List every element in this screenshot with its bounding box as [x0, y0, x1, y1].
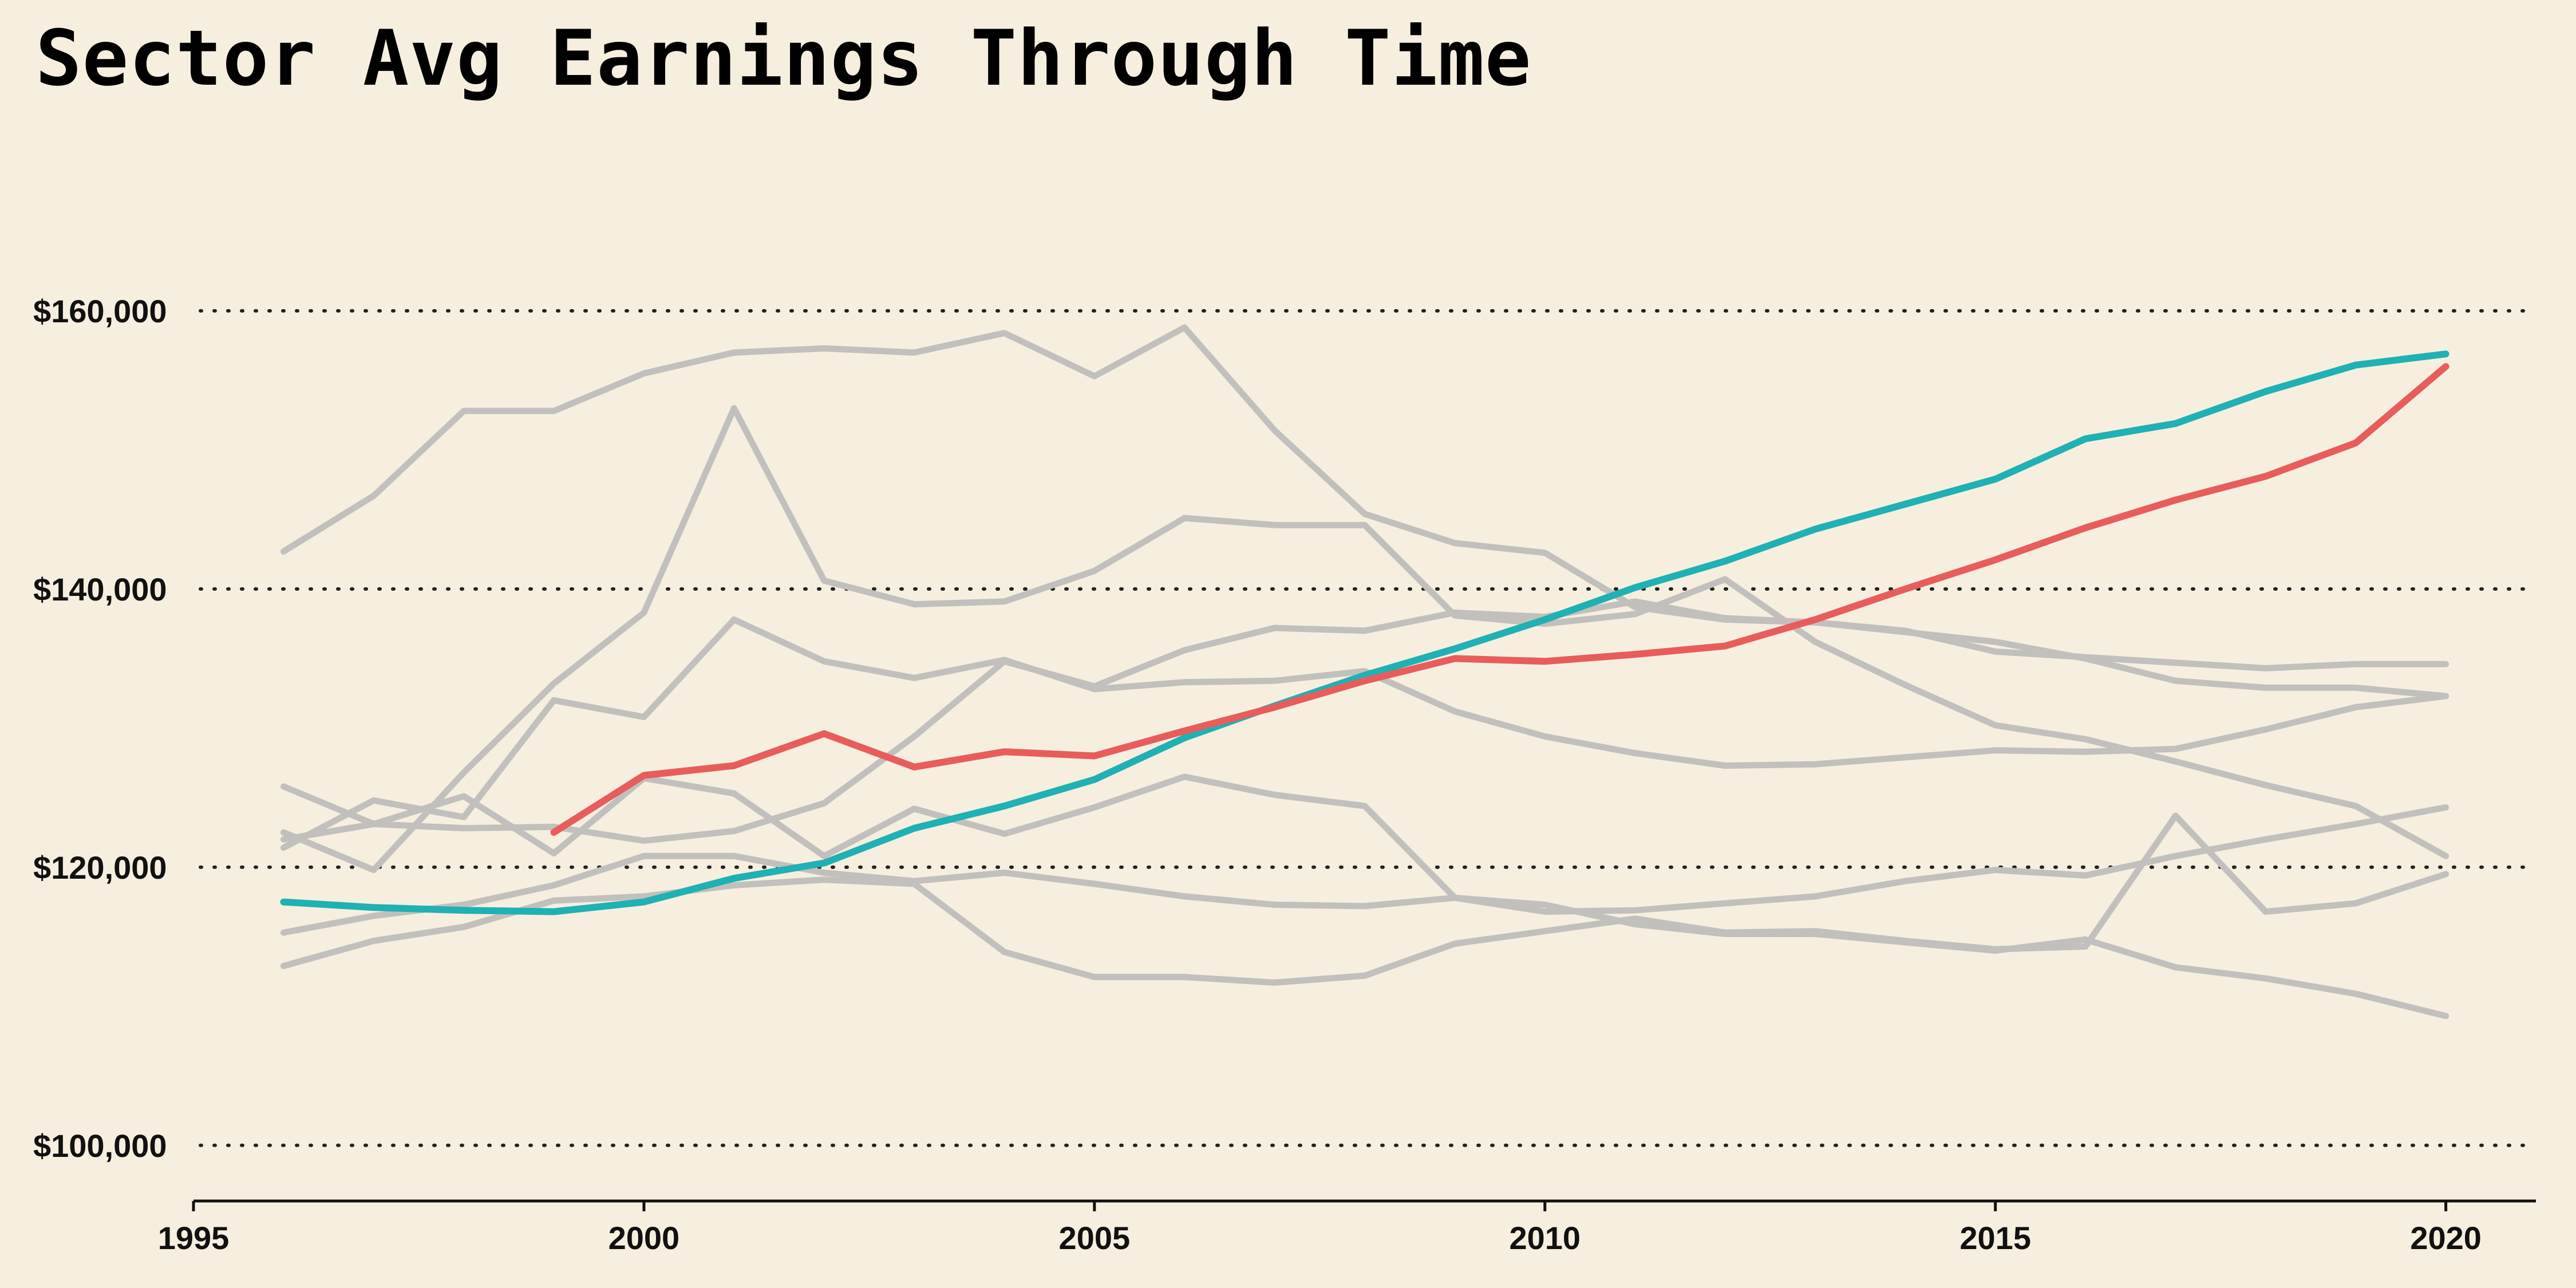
y-tick-label: $100,000	[33, 1128, 167, 1164]
series-lines	[280, 324, 2449, 1020]
x-tick-label: 2000	[609, 1220, 680, 1256]
x-tick-label: 2005	[1059, 1220, 1131, 1256]
series-line-9	[550, 363, 2449, 836]
chart-title: Sector Avg Earnings Through Time	[35, 14, 1532, 103]
x-tick-label: 2010	[1509, 1220, 1581, 1256]
series-line-2	[280, 616, 2449, 851]
x-tick-label: 2020	[2410, 1220, 2482, 1256]
y-tick-label: $120,000	[33, 850, 167, 886]
y-tick-label: $140,000	[33, 571, 167, 607]
x-axis	[192, 1199, 2536, 1211]
series-line-8	[280, 350, 2449, 915]
y-tick-label: $160,000	[33, 293, 167, 329]
x-tick-label: 2015	[1959, 1220, 2031, 1256]
series-line-6	[280, 812, 2449, 986]
x-tick-label: 1995	[158, 1220, 230, 1256]
gridlines	[199, 309, 2538, 1147]
series-line-4	[280, 405, 2449, 874]
series-line-7	[280, 598, 2449, 844]
series-line-5	[280, 852, 2449, 1020]
tick-labels: $100,000 $120,000 $140,000 $160,000 1995 2000…	[33, 293, 2482, 1256]
